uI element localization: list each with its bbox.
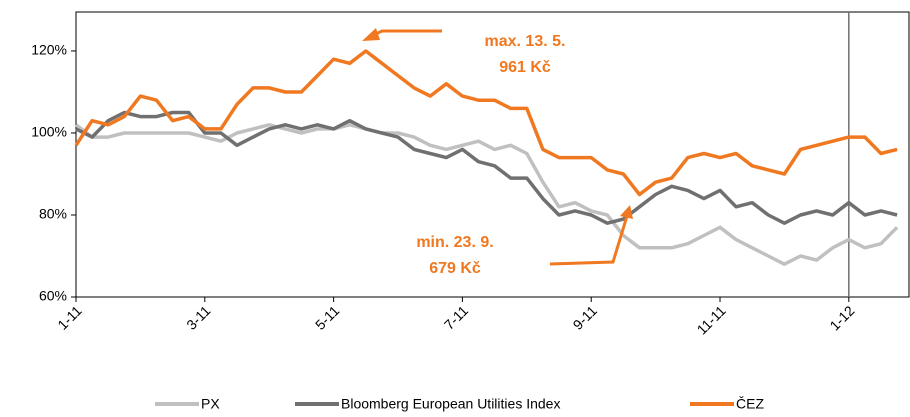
series-line	[74, 123, 899, 266]
y-tick-label: 80%	[39, 206, 67, 222]
annotation: 961 Kč	[499, 59, 551, 76]
y-tick-label: 60%	[39, 288, 67, 304]
annotation-arrows	[362, 28, 633, 266]
x-tick-label: 11-11	[694, 302, 729, 337]
arrow	[371, 29, 442, 38]
annotation: 679 Kč	[429, 260, 481, 277]
plot-frame	[75, 11, 910, 298]
arrow-head	[362, 28, 380, 41]
legend-label: ČEZ	[736, 396, 764, 412]
x-tick-label: 7-11	[441, 302, 472, 333]
x-tick-label: 1-11	[54, 302, 85, 333]
legend-label: Bloomberg European Utilities Index	[341, 396, 560, 412]
arrow	[549, 215, 629, 266]
x-tick-label: 5-11	[312, 302, 343, 333]
annotation: min. 23. 9.	[416, 234, 493, 251]
x-tick-label: 9-11	[570, 302, 601, 333]
plot: 60% 80% 100% 120% 1-11 3-11 5-11 7-11 9-11 11-11 1…	[31, 11, 910, 412]
x-tick-label: 1-12	[826, 302, 857, 333]
y-tick-label: 120%	[31, 42, 67, 58]
series-line	[74, 49, 898, 197]
y-tick-label: 100%	[31, 124, 67, 140]
annotation: max. 13. 5.	[485, 33, 566, 50]
legend-label: PX	[201, 396, 220, 412]
arrow-head	[620, 205, 633, 219]
x-tick-label: 3-11	[183, 302, 214, 333]
series-line	[75, 110, 898, 225]
